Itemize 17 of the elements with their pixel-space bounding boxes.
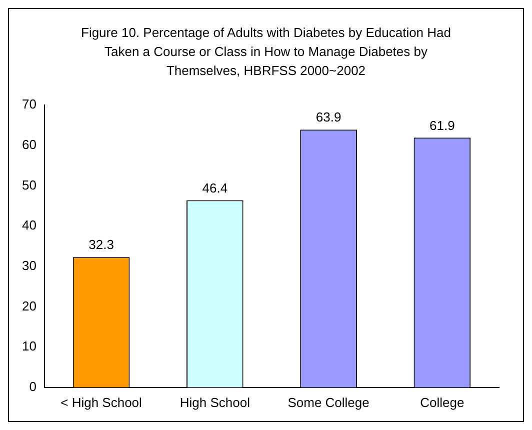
data-label: 32.3 (88, 237, 114, 252)
data-label: 46.4 (202, 180, 228, 196)
y-tick-label: 30 (22, 258, 36, 273)
y-tick-label: 50 (22, 177, 36, 192)
y-tick-label: 70 (22, 96, 36, 112)
y-tick-label: 20 (22, 298, 36, 314)
data-label: 63.9 (316, 110, 342, 125)
y-tick-label: 10 (22, 338, 36, 354)
y-tick-label: 60 (22, 136, 36, 152)
chart-title: Figure 10. Percentage of Adults with Diabetes by Education Had Taken a Course or Class in How to Manage Diabetes by Themselves, HBRFSS 2000~2002 (80, 24, 452, 80)
x-tick-label: Some College (288, 394, 370, 410)
x-tick-label: High School (180, 394, 250, 410)
x-tick-label: College (420, 394, 464, 410)
x-tick-label: < High School (60, 394, 142, 410)
y-tick-label: 40 (22, 218, 36, 233)
y-tick-label: 0 (29, 378, 36, 394)
data-label: 61.9 (430, 118, 455, 133)
